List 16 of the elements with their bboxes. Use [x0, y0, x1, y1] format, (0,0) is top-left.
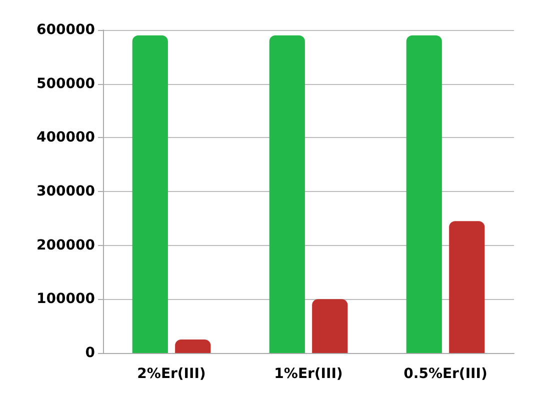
y-tick-label: 100000	[36, 291, 96, 308]
bar	[269, 35, 305, 353]
x-tick-label: 1%Er(III)	[274, 366, 343, 382]
y-tick-label: 0	[85, 345, 96, 361]
x-tick-label: 2%Er(III)	[137, 366, 206, 382]
bar	[132, 35, 168, 353]
y-tick-label: 200000	[36, 237, 96, 254]
y-tick-label: 400000	[36, 130, 96, 146]
bar	[406, 35, 442, 353]
x-tick-label: 0.5%Er(III)	[404, 366, 488, 382]
y-tick-label: 600000	[36, 22, 96, 38]
bar	[312, 299, 348, 353]
y-tick-label: 500000	[36, 76, 96, 92]
bar	[449, 221, 485, 353]
bar	[175, 340, 211, 353]
y-tick-label: 300000	[36, 184, 96, 200]
